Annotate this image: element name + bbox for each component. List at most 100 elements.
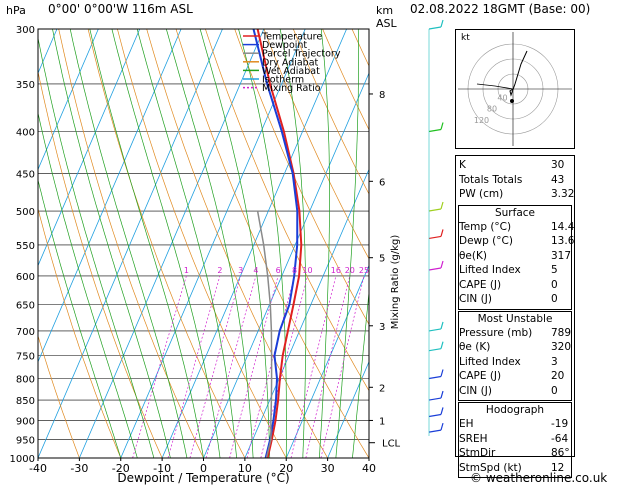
hodograph-table-row: StmSpd (kt) 12 [459,461,570,475]
km-tick-label: 6 [379,177,385,188]
surface-row: θe(K) 317 [459,249,572,263]
most-unstable-row-value: 789 [551,326,572,339]
most-unstable-title: Most Unstable [477,312,553,325]
legend-label: Isotherm [262,75,304,86]
mixing-ratio-label: 16 [331,266,341,275]
legend-label: Dewpoint [262,40,307,51]
hodograph-table-row-label: StmSpd (kt) [459,461,522,474]
dry-adiabat-line [117,29,287,458]
dry-adiabat-line [58,29,204,458]
lcl-label: LCL [382,439,401,450]
isotherm-line [285,264,369,458]
mixing-ratio-label: 2 [217,266,222,275]
x-tick-label: -30 [70,462,88,475]
surface-row-label: Lifted Index [459,264,521,276]
wind-barb [428,26,442,30]
hodograph-table-row-value: -64 [551,432,569,445]
wind-barb-flag [440,321,444,330]
mixing-ratio-label: 10 [302,266,312,275]
wet-adiabat-line [89,29,204,458]
mixing-ratio-line [305,275,351,458]
isotherm-line [161,29,347,458]
wind-barb-flag [440,407,444,415]
x-tick-label: -40 [29,462,47,475]
wet-adiabat-line [238,29,287,458]
surface-row-value: 0 [551,293,558,305]
datetime-title: 02.08.2022 18GMT (Base: 00) [410,2,591,16]
wind-barb-flag [440,122,444,130]
index-row-value: 3.32 [551,188,575,200]
wet-adiabat-line [318,29,330,458]
isotherm-line [244,168,369,458]
pressure-tick-label: 750 [16,351,35,362]
wet-adiabat-line [38,36,155,458]
wind-barb [428,397,442,401]
index-row: PW (cm) 3.32 [459,187,574,201]
hodograph-table-row-label: StmDir [459,447,496,459]
x-tick-label: 30 [321,462,335,475]
surface-row: Dewp (°C) 13.6 [459,234,574,248]
index-row-label: K [459,159,466,171]
dry-adiabat-line [587,29,629,458]
wind-barb [428,429,442,433]
pressure-tick-label: 350 [16,80,35,91]
dry-adiabat-line [38,70,163,458]
hodograph-table-row-value: 12 [551,461,565,474]
mixing-ratio-axis-label: Mixing Ratio (g/kg) [390,235,401,330]
surface-row: Temp (°C) 14.4 [459,220,574,234]
wind-barb [428,267,442,271]
pressure-tick-label: 450 [16,169,35,180]
most-unstable-row-value: 0 [551,384,558,397]
km-tick-label: 5 [379,254,385,265]
hodograph-table-row-value: -19 [551,418,569,430]
index-row-value: 43 [551,173,565,186]
dry-adiabat-line [263,29,369,260]
wet-adiabat-line [38,178,122,458]
mixing-ratio-line [132,275,187,458]
mixing-ratio-line [320,275,365,458]
dry-adiabat-line [38,334,80,458]
most-unstable-box [458,310,572,401]
km-tick-label: 1 [379,416,385,427]
mixing-ratio-line [167,275,221,458]
km-tick-label: 8 [379,90,385,101]
legend-label: Wet Adiabat [262,66,320,77]
surface-row-value: 317 [551,249,572,262]
mixing-ratio-line [229,275,279,458]
legend-label: Temperature [261,32,322,43]
surface-row-value: 5 [551,264,558,276]
mixing-ratio-line [260,275,308,458]
mixing-ratio-line [290,275,337,458]
pressure-tick-label: 550 [16,241,35,252]
wet-adiabat-line [165,29,254,458]
wet-adiabat-line [199,29,271,458]
wet-adiabat-line [69,29,188,458]
most-unstable-row-label: θe (K) [459,341,491,353]
hodograph-table-row: EH -19 [459,417,570,431]
mixing-ratio-line [246,275,295,458]
hodograph-table-row: SREH -64 [459,432,570,446]
credit-text: © weatheronline.co.uk [470,471,608,485]
legend-label: Parcel Trajectory [262,49,341,60]
isotherm-line [0,29,16,458]
most-unstable-row-label: Pressure (mb) [459,326,533,339]
surface-row-label: Temp (°C) [459,220,512,233]
isotherm-line [79,29,265,458]
dry-adiabat-line [146,29,328,458]
wind-barb-flag [440,19,444,28]
wet-adiabat-line [111,29,221,458]
surface-row-label: CAPE (J) [459,278,502,291]
dry-adiabat-line [292,29,369,195]
legend-label: Dry Adiabat [262,57,319,68]
wind-barb [428,208,442,212]
mixing-ratio-line [205,275,257,458]
dry-adiabat-line [38,207,122,458]
most-unstable-row-label: CAPE (J) [459,370,502,382]
isotherm-line [38,29,99,171]
wind-barb-flag [440,390,444,399]
isotherm-line [327,360,369,458]
pressure-unit-label: hPa [6,4,26,17]
wind-barb-flag [440,201,444,210]
